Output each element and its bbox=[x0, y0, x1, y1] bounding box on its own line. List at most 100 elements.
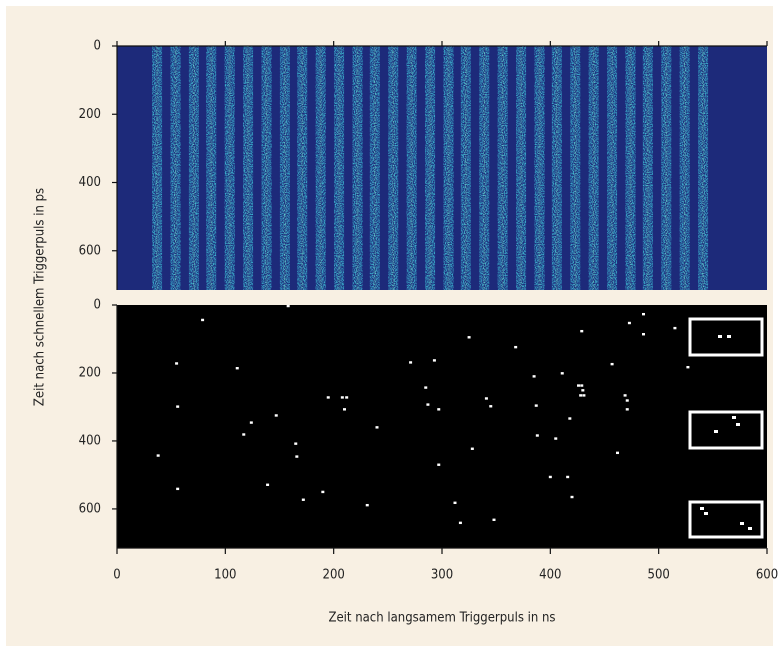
y-tick-label: 400 bbox=[79, 175, 101, 190]
x-tick-label: 300 bbox=[431, 568, 453, 583]
stripe-core bbox=[408, 46, 415, 290]
stripe-core bbox=[627, 46, 634, 290]
event-point bbox=[535, 434, 539, 437]
event-point bbox=[424, 386, 428, 389]
stripe-core bbox=[572, 46, 579, 290]
x-tick-label: 500 bbox=[648, 568, 670, 583]
stripe-core bbox=[462, 46, 469, 290]
event-point bbox=[294, 442, 298, 445]
stripe-core bbox=[281, 46, 288, 290]
event-point bbox=[568, 417, 572, 420]
event-point bbox=[686, 365, 690, 369]
event-point bbox=[625, 399, 629, 402]
event-point bbox=[340, 396, 344, 399]
inset-point bbox=[700, 507, 704, 510]
event-point bbox=[249, 421, 253, 424]
event-point bbox=[467, 336, 471, 339]
event-point bbox=[582, 394, 586, 397]
event-point bbox=[458, 521, 462, 525]
event-point bbox=[345, 396, 349, 399]
event-point bbox=[301, 498, 305, 501]
stripe-core bbox=[499, 46, 506, 290]
y-tick-label: 0 bbox=[94, 39, 101, 54]
inset-point bbox=[732, 416, 736, 419]
event-point bbox=[242, 433, 246, 436]
event-point bbox=[642, 312, 645, 316]
event-point bbox=[375, 426, 379, 429]
stripe-core bbox=[663, 46, 670, 290]
stripe-core bbox=[226, 46, 233, 290]
y-tick-label: 200 bbox=[79, 365, 101, 380]
event-point bbox=[627, 321, 631, 325]
inset-box bbox=[688, 410, 764, 450]
stripe-core bbox=[371, 46, 378, 290]
stripe-core bbox=[263, 46, 270, 290]
event-point bbox=[437, 408, 441, 411]
event-point bbox=[642, 333, 645, 336]
stripe-core bbox=[390, 46, 397, 290]
stripe-core bbox=[190, 46, 197, 290]
event-point bbox=[365, 503, 369, 507]
stripe-core bbox=[644, 46, 651, 290]
event-point bbox=[489, 405, 493, 408]
stripe-core bbox=[354, 46, 361, 290]
event-point bbox=[579, 394, 583, 397]
inset-point bbox=[736, 423, 740, 426]
y-tick-label: 200 bbox=[79, 107, 101, 122]
event-point bbox=[426, 403, 430, 406]
event-point bbox=[321, 490, 325, 494]
y-tick-label: 400 bbox=[79, 433, 101, 448]
stripe-core bbox=[245, 46, 252, 290]
event-point bbox=[625, 408, 629, 411]
x-axis-label: Zeit nach langsamem Triggerpuls in ns bbox=[328, 611, 555, 626]
event-point bbox=[570, 495, 574, 499]
event-point bbox=[286, 304, 290, 308]
x-tick-label: 600 bbox=[756, 568, 778, 583]
inset-point bbox=[740, 522, 744, 525]
event-point bbox=[453, 501, 457, 504]
stripe-core bbox=[445, 46, 452, 290]
stripe-core bbox=[172, 46, 179, 290]
event-point bbox=[673, 326, 677, 330]
event-point bbox=[566, 475, 570, 479]
event-point bbox=[484, 397, 488, 400]
plot-background bbox=[117, 305, 767, 548]
x-tick-label: 100 bbox=[214, 568, 236, 583]
event-point bbox=[175, 362, 179, 365]
event-point bbox=[470, 447, 474, 450]
event-point bbox=[295, 455, 299, 458]
event-point bbox=[492, 518, 496, 521]
x-tick-label: 200 bbox=[323, 568, 345, 583]
inset-point bbox=[748, 527, 752, 530]
event-point bbox=[201, 318, 205, 322]
stripe-core bbox=[481, 46, 488, 290]
insets bbox=[688, 317, 764, 539]
event-point bbox=[266, 483, 270, 486]
event-point bbox=[176, 487, 180, 491]
inset-point bbox=[727, 335, 731, 338]
stripe-core bbox=[609, 46, 616, 290]
y-axis-label: Zeit nach schnellem Triggerpuls in ps bbox=[33, 188, 48, 406]
y-tick-label: 0 bbox=[94, 298, 101, 313]
stripe-core bbox=[681, 46, 688, 290]
event-point bbox=[176, 405, 180, 408]
event-point bbox=[409, 361, 413, 364]
event-point bbox=[554, 437, 558, 440]
event-point bbox=[610, 362, 614, 366]
inset-point bbox=[714, 430, 718, 433]
stripe-core bbox=[590, 46, 597, 290]
event-point bbox=[534, 404, 538, 407]
event-point bbox=[580, 329, 584, 333]
stripe-core bbox=[427, 46, 434, 290]
event-point bbox=[274, 414, 278, 417]
event-point bbox=[616, 451, 619, 455]
stripe-core bbox=[553, 46, 560, 290]
stripe-core bbox=[700, 46, 707, 290]
event-point bbox=[514, 345, 518, 349]
stripe-core bbox=[154, 46, 161, 290]
event-point bbox=[577, 384, 580, 387]
event-point bbox=[548, 475, 552, 479]
x-tick-label: 400 bbox=[539, 568, 561, 583]
y-tick-label: 600 bbox=[79, 243, 101, 258]
inset-point bbox=[718, 335, 722, 338]
